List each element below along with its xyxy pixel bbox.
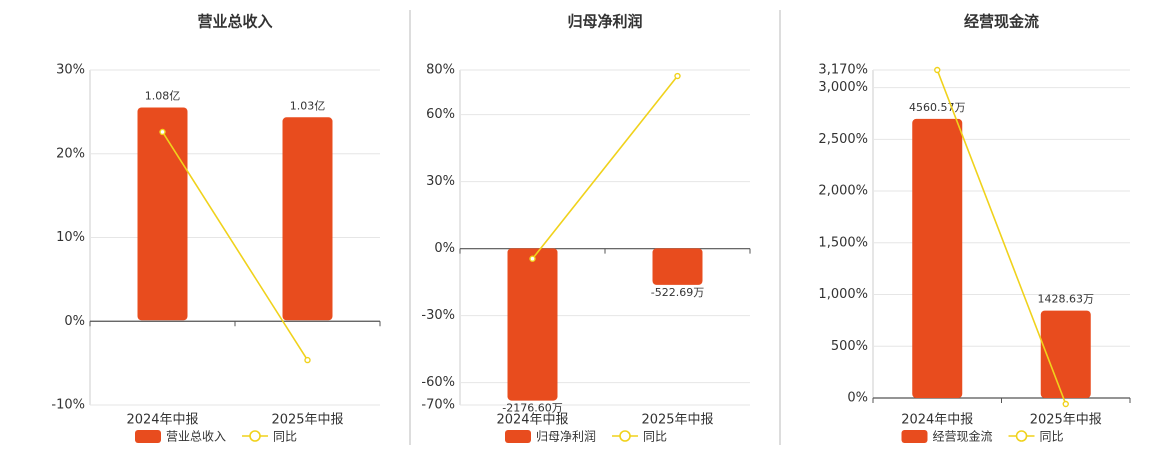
value-label: -2176.60万: [502, 402, 562, 415]
value-label: 1428.63万: [1038, 293, 1095, 306]
value-label: -522.69万: [651, 286, 704, 299]
chart-title: 经营现金流: [964, 13, 1039, 31]
y-tick-label: 30%: [56, 63, 85, 78]
legend-swatch: [1015, 430, 1028, 442]
legend-swatch: [249, 430, 261, 442]
legend-label: 营业总收入: [166, 430, 226, 444]
legend-swatch: [505, 430, 531, 443]
line: [531, 75, 679, 260]
legend-swatch: [135, 430, 161, 443]
x-tick-label: 2024年中报: [496, 413, 568, 428]
line-point: [159, 128, 166, 136]
y-tick-label: 2,000%: [818, 184, 868, 199]
y-tick-label: 30%: [426, 174, 455, 189]
x-tick-label: 2024年中报: [126, 413, 198, 428]
bar: [507, 248, 558, 401]
chart-title: 归母净利润: [567, 13, 642, 31]
y-tick-label: 3,170%: [818, 63, 868, 78]
y-tick-label: 1,000%: [818, 287, 868, 302]
y-tick-label: -30%: [421, 308, 455, 323]
bar: [652, 248, 703, 285]
legend-label: 同比: [643, 430, 667, 444]
y-tick-label: 0%: [847, 391, 868, 406]
legend-swatch: [619, 430, 631, 442]
line-point: [934, 66, 941, 74]
y-tick-label: 20%: [56, 146, 85, 161]
y-tick-label: 10%: [56, 230, 85, 245]
y-tick-label: 500%: [831, 339, 868, 354]
value-label: 1.03亿: [290, 99, 326, 112]
bar: [912, 118, 963, 398]
bar: [1040, 310, 1091, 398]
line: [161, 131, 309, 361]
legend-label: 经营现金流: [933, 429, 993, 444]
y-tick-label: 3,000%: [818, 80, 868, 95]
line-point: [529, 255, 536, 262]
y-tick-label: 60%: [426, 107, 455, 122]
bar: [137, 107, 188, 321]
y-tick-label: 0%: [64, 314, 85, 329]
y-tick-label: 0%: [434, 241, 455, 256]
chart-title: 营业总收入: [197, 13, 272, 31]
y-tick-label: 2,500%: [818, 132, 868, 147]
legend-label: 同比: [273, 430, 297, 444]
line: [936, 69, 1067, 405]
x-tick-label: 2025年中报: [641, 413, 713, 428]
bar: [282, 117, 333, 321]
y-tick-label: -70%: [421, 398, 455, 413]
legend-label: 同比: [1040, 430, 1064, 444]
y-tick-label: 80%: [426, 63, 455, 78]
y-tick-label: 1,500%: [818, 235, 868, 250]
x-tick-label: 2025年中报: [271, 413, 343, 428]
line-point: [674, 72, 681, 80]
value-label: 1.08亿: [145, 89, 181, 102]
legend-label: 归母净利润: [536, 430, 596, 444]
line-point: [1062, 400, 1069, 408]
line-point: [304, 356, 311, 364]
x-tick-label: 2025年中报: [1030, 413, 1102, 428]
y-tick-label: -60%: [421, 375, 455, 390]
y-tick-label: -10%: [51, 398, 85, 413]
x-tick-label: 2024年中报: [901, 413, 973, 428]
value-label: 4560.57万: [909, 101, 966, 114]
legend-swatch: [901, 430, 928, 443]
